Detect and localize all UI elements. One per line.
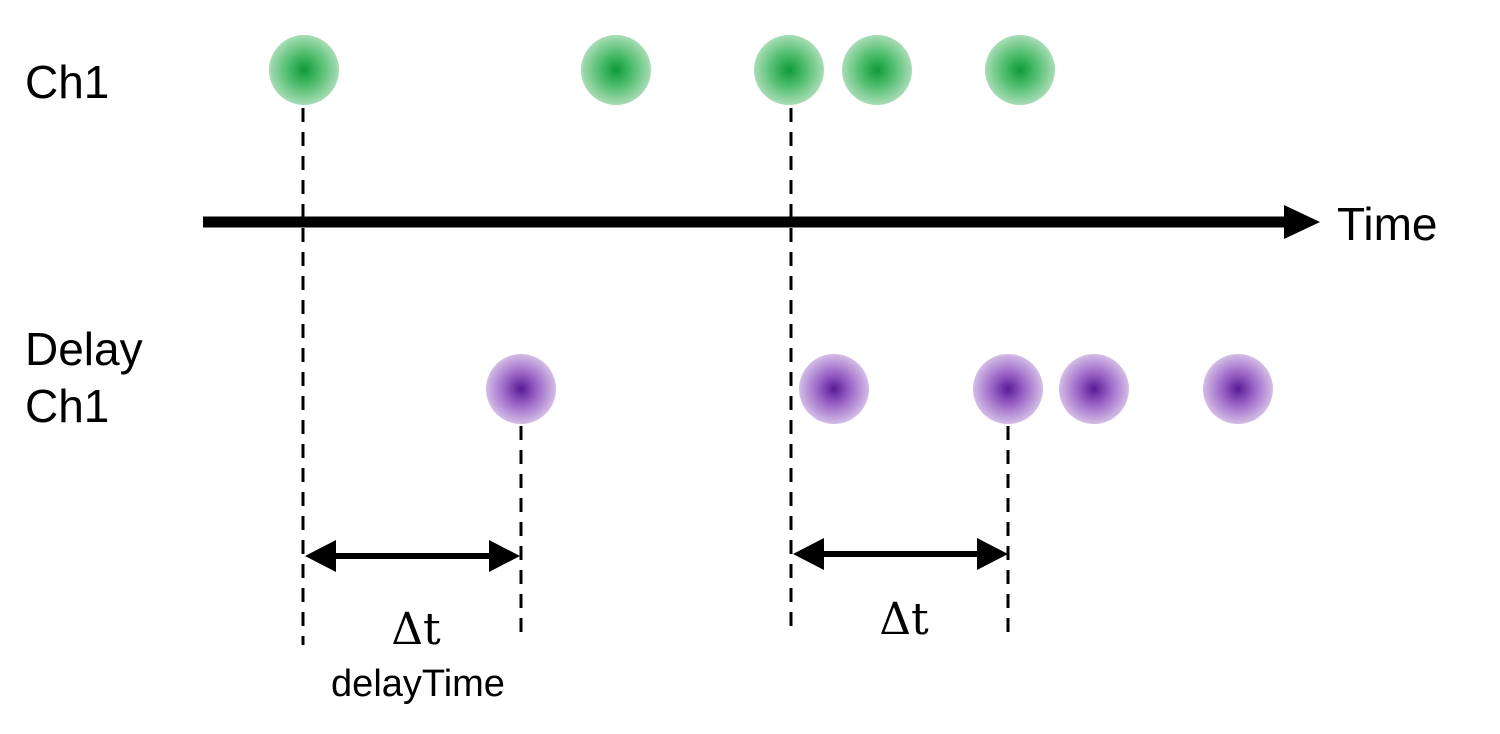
delay-event: [1203, 354, 1273, 424]
channel-event: [269, 35, 339, 105]
delay-event: [486, 354, 556, 424]
channel-event: [754, 35, 824, 105]
delta-arrow-left: [305, 540, 520, 572]
delta-arrow-right: [793, 538, 1008, 570]
delay-time-caption: delayTime: [331, 663, 505, 705]
channel-event: [985, 35, 1055, 105]
delay-row-label-line2: Ch1: [25, 380, 109, 432]
delta-label-right: Δt: [879, 594, 929, 645]
delay-event: [799, 354, 869, 424]
delta-label-left: Δt: [391, 604, 441, 655]
delay-event: [1059, 354, 1129, 424]
channel-event: [581, 35, 651, 105]
channel-event: [842, 35, 912, 105]
delay-event: [973, 354, 1043, 424]
channel-row-label: Ch1: [25, 56, 109, 108]
delay-row-label-line1: Delay: [25, 323, 143, 375]
time-axis-label: Time: [1337, 198, 1438, 250]
time-axis-arrowhead: [1284, 205, 1320, 239]
